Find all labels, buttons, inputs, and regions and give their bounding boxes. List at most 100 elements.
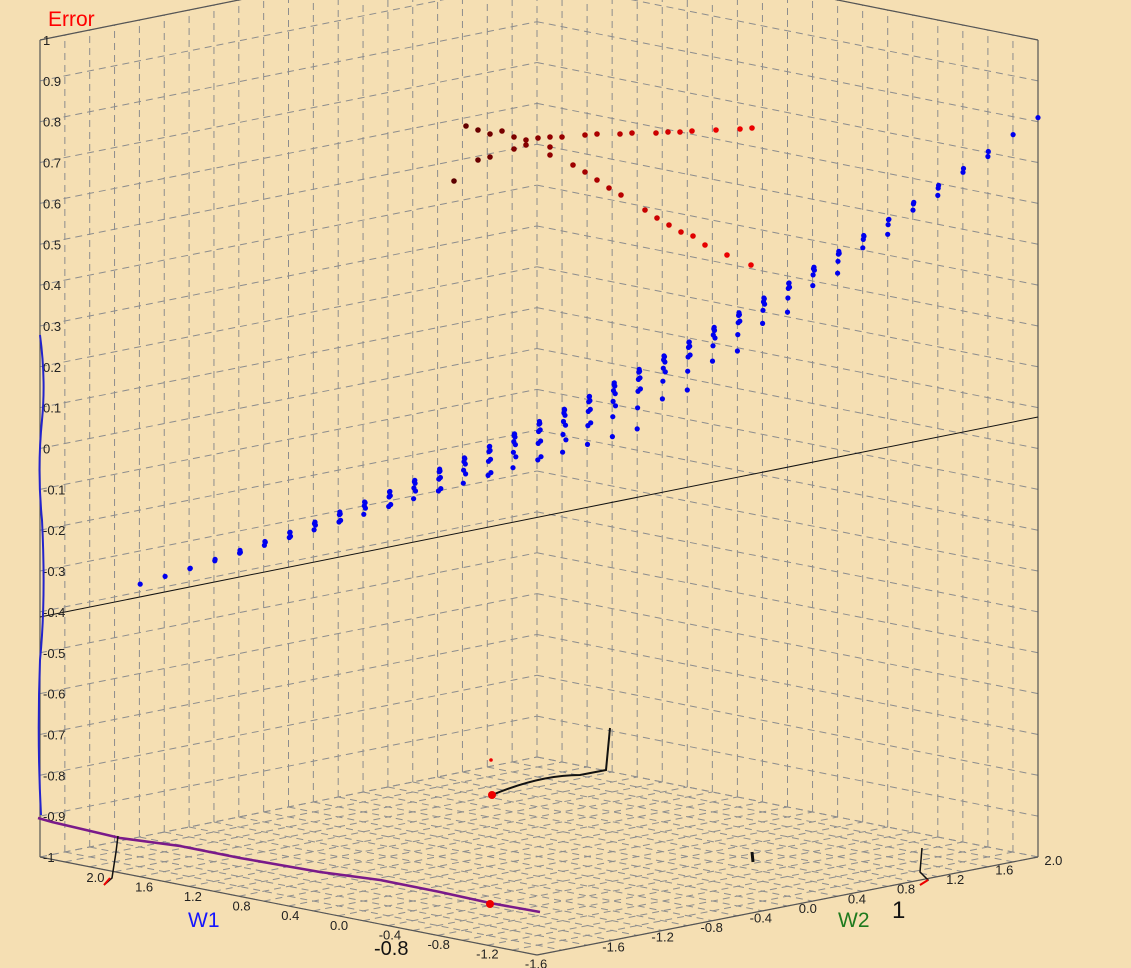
surface-point [237,550,243,556]
z-tick-label: -0.2 [43,523,65,538]
surface-point [985,153,991,160]
surface-point [586,394,592,400]
w2-tick-label: 2.0 [1044,853,1062,868]
w2-tick-labels: -1.6 -1.2 -0.8 -0.4 0.0 0.4 0.8 1.2 1.6 2.0 [602,853,1062,954]
w1-tick-label: 0.0 [330,918,348,933]
trajectory-point [499,128,505,134]
wall-grid-line [39,102,538,204]
z-tick-label: 0.9 [43,74,61,89]
floor-grid-line [387,786,888,887]
z-tick-label: -0.7 [43,727,65,742]
surface-point [910,207,916,213]
z-tick-label: 0.8 [43,115,61,130]
floor-grid-line [487,846,988,946]
z-tick-label: 0.6 [43,196,61,211]
trajectory-point [511,134,517,140]
surface-point [686,339,692,345]
surface-point [735,332,741,338]
annotation-minus-08: -0.8 [374,938,408,960]
surface-point [361,511,367,517]
surface-point [709,358,716,364]
axis-lines [39,0,1039,956]
wall-grid-line [39,225,538,327]
surface-point [861,232,867,239]
wall-grid-line [536,593,1039,695]
surface-point [786,280,792,286]
surface-point [386,494,392,500]
trajectory-point [594,131,600,137]
surface-point [436,469,442,475]
surface-point [761,295,767,301]
surface-point [411,485,417,491]
trajectory-point [594,177,600,183]
wall-grid-line [39,0,445,82]
z-tick-label: 0.5 [43,237,61,252]
grid-layer [39,0,1039,956]
surface-point [710,332,716,338]
wall-grid-line [39,593,538,695]
w2-tick-label: 1.2 [946,872,964,887]
trajectory-point [677,129,683,135]
floor-grid-line [164,781,663,882]
trajectory-point [451,178,457,184]
trajectory-point [547,134,553,140]
surface-point [685,354,691,360]
surface-point [736,312,742,318]
z-tick-label: -0.1 [43,482,65,497]
z-tick-label: -0.8 [43,768,65,783]
wall-grid-line [630,0,1039,82]
surface-point [261,542,267,548]
trajectory-point [475,157,481,163]
floor-grid-line [313,811,813,912]
w2-tick-label: -0.8 [701,920,723,935]
trajectory-point [713,127,719,133]
w1-tick-label: 0.8 [233,899,251,914]
annotations: 1 -0.8 [37,334,930,960]
surface-point [885,217,892,223]
trajectory-point [689,128,695,134]
w1-tick-label: -0.8 [427,937,449,952]
surface-point [860,245,866,251]
trajectory-point [702,242,708,248]
surface-point [461,459,467,465]
surface-point [784,309,791,315]
surface-point [137,581,143,587]
z-tick-label: 0.3 [43,319,61,334]
w1-axis-title: W1 [188,909,220,932]
w2-tick-label: -0.4 [750,910,772,925]
surface-point [610,414,616,420]
surface-point [960,169,966,175]
wall-grid-line [39,266,538,368]
surface-point [336,512,342,518]
z-tick-label: -0.4 [43,605,65,620]
wall-grid-line [39,674,538,776]
z-tick-label: 0.2 [43,360,61,375]
w2-tick-label: 1.6 [995,862,1013,877]
surface-point [635,405,641,411]
surface-point [513,454,519,460]
z-tick-label: 0.1 [43,401,61,416]
trajectory-point [487,154,493,160]
trajectory-point [737,126,743,132]
surface-point [560,449,566,455]
trajectory-point [749,125,755,131]
floor-grid-line [238,816,738,917]
trajectory-point [523,142,529,148]
trajectory-point [653,130,659,136]
w1-tick-label: -1.2 [476,947,498,962]
surface-point [585,423,591,429]
surface-point [311,527,317,533]
surface-point [1035,115,1041,121]
z-tick-label: 0.7 [43,156,61,171]
top-edge-line [834,0,1039,41]
surface-point [735,320,741,326]
wall-grid-line [536,143,1039,245]
surface-point [311,521,318,527]
surface-point [835,270,841,276]
surface-point [885,231,891,237]
trajectory-point [570,162,576,168]
wall-grid-line [536,674,1039,776]
wall-grid-line [536,21,1039,123]
surface-point [661,357,667,363]
top-edge-line [39,0,242,41]
